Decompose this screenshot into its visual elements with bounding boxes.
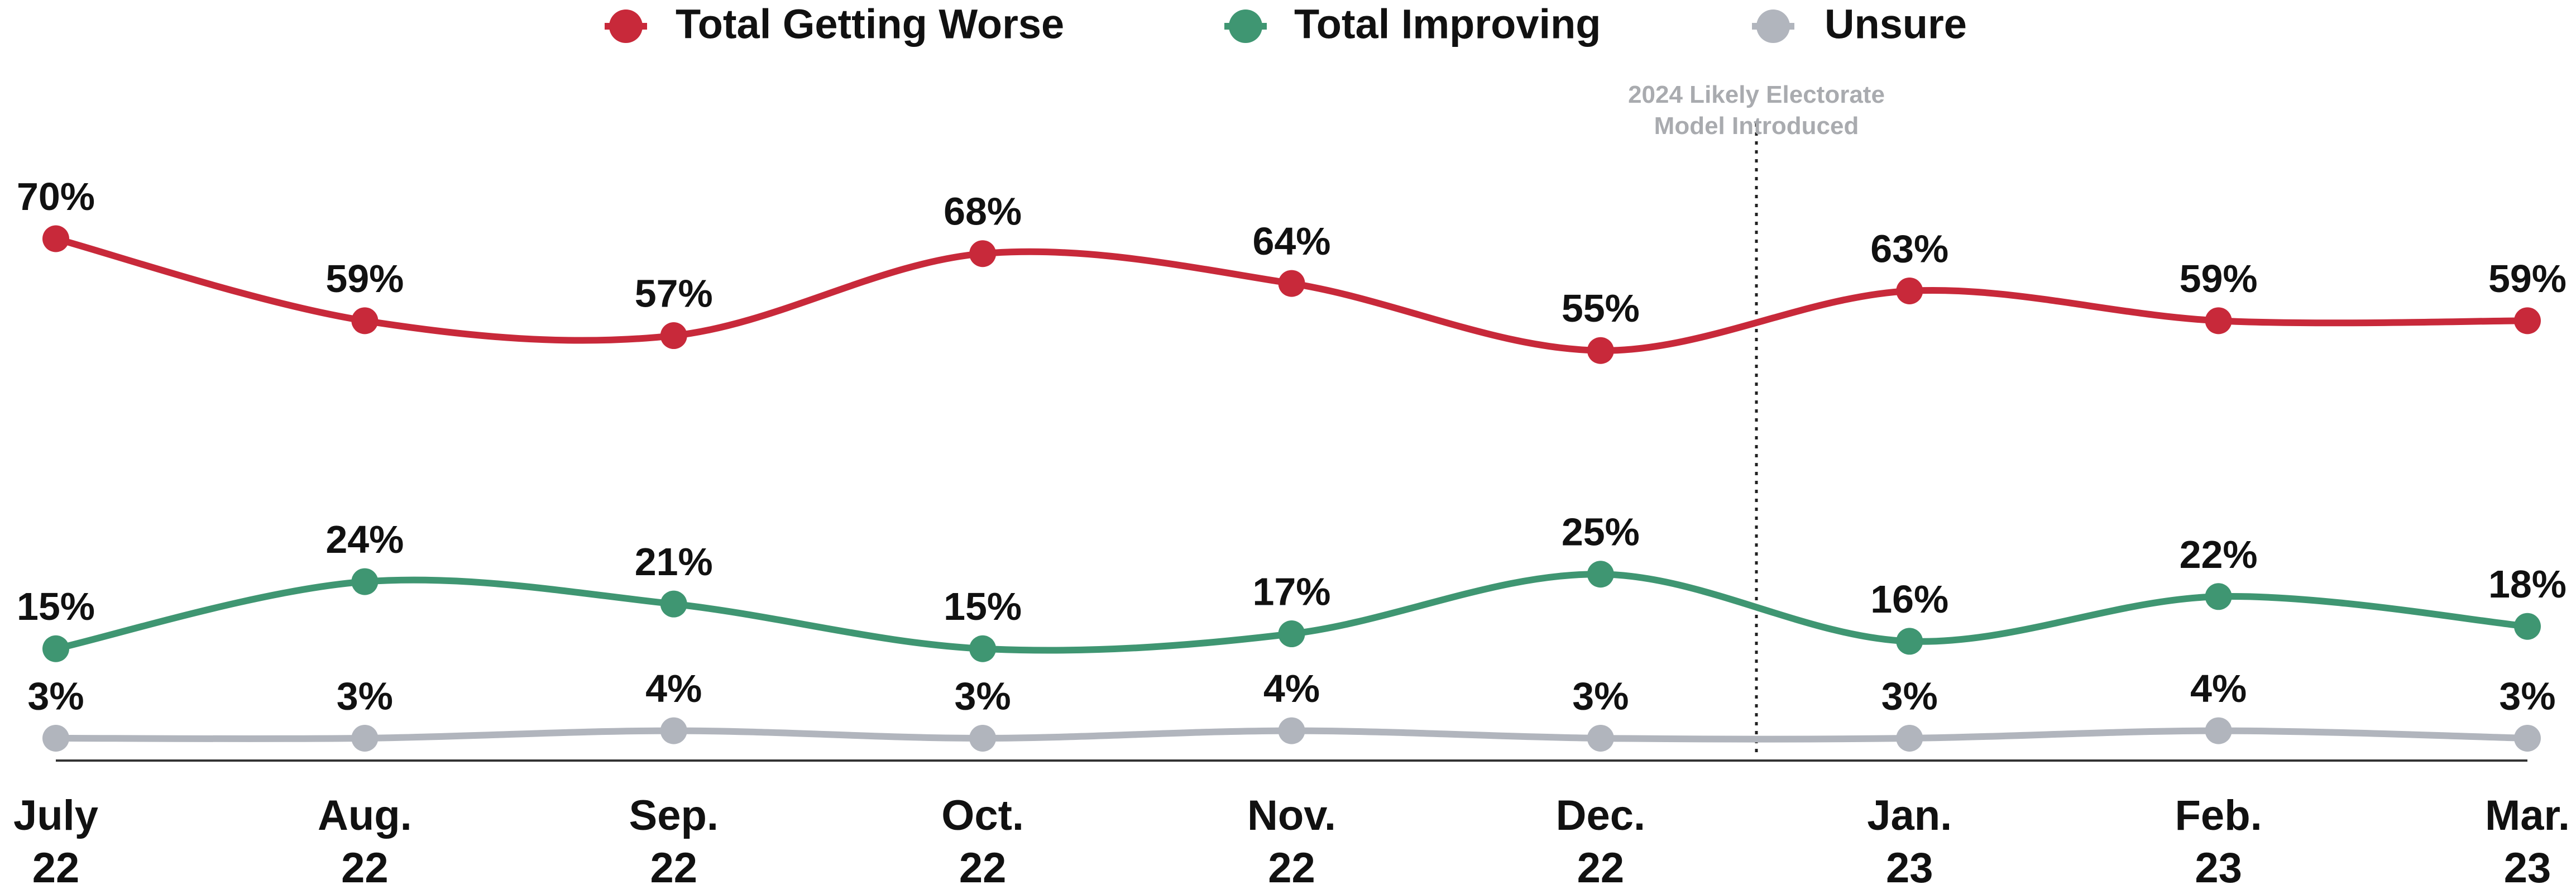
x-tick-label: Feb. 23 [2175,792,2262,889]
data-point [1896,628,1923,655]
x-tick-label: July 22 [13,792,99,889]
x-tick-label: Aug. 22 [317,792,412,889]
x-tick-label: Oct. 22 [941,792,1024,889]
data-label: 64% [1252,219,1330,263]
data-label: 3% [2499,674,2555,718]
data-label: 3% [27,674,84,718]
data-label: 18% [2488,562,2567,606]
legend-label: Total Getting Worse [676,1,1064,47]
data-point [2514,613,2541,640]
data-point [351,568,379,595]
data-point [42,724,69,752]
legend-marker [609,9,643,43]
data-point [1278,620,1305,648]
data-point [42,635,69,662]
legend-marker [1229,9,1262,43]
data-point [1278,270,1305,297]
data-point [969,635,997,662]
legend-label: Total Improving [1294,1,1601,47]
data-label: 15% [944,585,1022,628]
data-label: 59% [2180,257,2258,300]
data-point [1587,724,1614,752]
data-point [2205,583,2232,610]
data-label: 59% [2488,257,2567,300]
data-point [2514,307,2541,334]
data-label: 3% [1881,674,1938,718]
data-point [1896,724,1923,752]
data-label: 3% [1572,674,1629,718]
data-label: 16% [1870,577,1948,621]
x-tick-label: Mar. 23 [2484,792,2570,889]
data-point [660,322,687,350]
legend-label: Unsure [1825,1,1967,47]
data-point [2205,717,2232,744]
annotation: 2024 Likely Electorate Model Introduced [1628,81,1885,140]
data-label: 4% [2190,667,2247,710]
data-label: 59% [325,257,404,300]
data-point [660,590,687,618]
data-point [969,724,997,752]
data-label: 4% [1263,667,1320,710]
data-label: 17% [1252,570,1330,614]
data-point [351,307,379,334]
data-label: 55% [1562,286,1640,330]
data-point [660,717,687,744]
x-tick-label: Sep. 22 [629,792,719,889]
data-point [1587,337,1614,364]
data-label: 22% [2180,533,2258,576]
legend-marker [1756,9,1790,43]
data-point [42,225,69,252]
data-label: 4% [645,667,702,710]
data-label: 3% [955,674,1011,718]
data-point [2514,724,2541,752]
data-label: 3% [337,674,393,718]
data-label: 63% [1870,227,1948,270]
data-label: 68% [944,190,1022,233]
x-tick-label: Jan. 23 [1867,792,1952,889]
data-label: 70% [17,175,95,218]
x-tick-label: Dec. 22 [1555,792,1646,889]
data-point [1278,717,1305,744]
data-label: 24% [325,518,404,561]
data-point [969,240,997,267]
data-label: 57% [635,272,713,316]
data-point [2205,307,2232,334]
x-tick-label: Nov. 22 [1247,792,1337,889]
data-point [1587,561,1614,588]
data-point [351,724,379,752]
data-label: 25% [1562,510,1640,554]
data-label: 15% [17,585,95,628]
data-point [1896,277,1923,304]
data-label: 21% [635,540,713,584]
